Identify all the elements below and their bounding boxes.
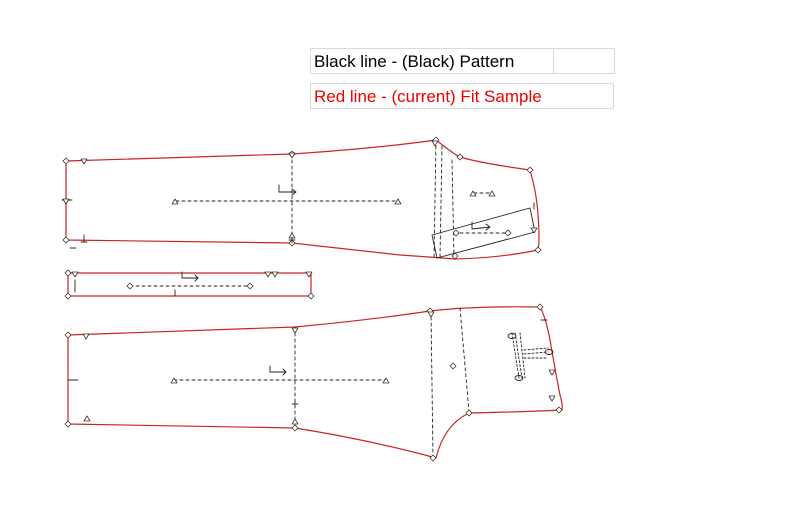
legend-fit-sample-label: Red line - (current) Fit Sample — [314, 87, 542, 106]
legend-row-fit-sample: Red line - (current) Fit Sample — [310, 83, 614, 109]
fit-sample-outline-lower — [67, 306, 563, 459]
notch-markers — [62, 140, 556, 425]
dart-cluster — [511, 332, 549, 379]
legend: Black line - (Black) Pattern Red line - … — [310, 48, 615, 109]
pattern-piece-upper-panel — [61, 139, 540, 260]
pattern-piece-lower-panel — [67, 306, 563, 459]
pattern-inner-lines-upper — [431, 207, 536, 259]
legend-pattern-label: Black line - (Black) Pattern — [314, 52, 515, 71]
plus-markers — [69, 236, 299, 408]
legend-empty-cell — [553, 48, 614, 74]
legend-row-pattern: Black line - (Black) Pattern — [310, 48, 615, 74]
fit-sample-outline-upper — [65, 139, 540, 260]
